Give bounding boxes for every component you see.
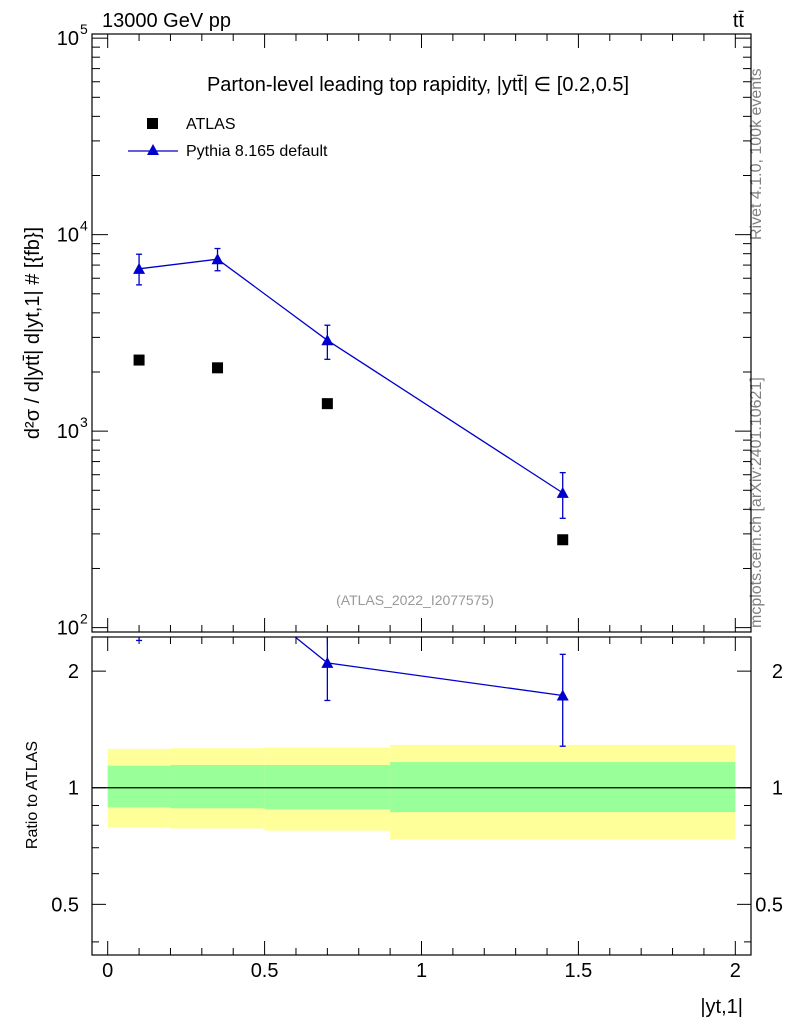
pythia-line	[138, 258, 564, 494]
pythia-point	[556, 486, 569, 498]
legend-atlas-marker	[147, 118, 158, 129]
chart-title: Parton-level leading top rapidity, |ytt̄…	[207, 74, 629, 96]
band-inner-bin-3	[390, 762, 736, 813]
band-inner-bin-2	[264, 764, 391, 810]
y-tick-label: 10	[57, 618, 79, 640]
energy-label: 13000 GeV pp	[102, 10, 231, 32]
rivet-label: Rivet 4.1.0, 100k events	[748, 68, 765, 240]
ratio-data	[133, 569, 569, 747]
ratio-point	[133, 603, 145, 614]
analysis-watermark: (ATLAS_2022_I2077575)	[336, 592, 494, 608]
ratio-bands	[92, 744, 751, 840]
axis-ticks	[92, 34, 751, 955]
y-tick-label: 10	[57, 421, 79, 443]
ratio-tick-label-right: 0.5	[755, 894, 783, 916]
main-data	[133, 247, 569, 546]
x-tick-label: 1.5	[564, 960, 592, 982]
x-tick-label: 2	[730, 960, 741, 982]
band-inner-bin-0	[107, 765, 171, 808]
y-tick-label: 10	[57, 225, 79, 247]
legend: ATLAS Pythia 8.165 default	[128, 116, 328, 160]
y-tick-label: 10	[57, 28, 79, 50]
ratio-tick-label: 2	[68, 661, 79, 683]
legend-atlas-label: ATLAS	[186, 116, 236, 133]
pythia-point	[211, 253, 224, 265]
x-tick-label: 1	[416, 960, 427, 982]
ratio-point	[212, 569, 224, 580]
y-tick-exponent: 2	[80, 611, 88, 627]
ratio-line	[294, 637, 563, 697]
y-tick-exponent: 4	[80, 218, 88, 234]
pythia-point	[321, 334, 334, 346]
ratio-tick-label: 1	[68, 778, 79, 800]
x-tick-label: 0.5	[251, 960, 279, 982]
ratio-point	[556, 689, 569, 701]
process-label: tt̄	[733, 10, 745, 32]
band-inner-bin-1	[170, 764, 265, 809]
y-tick-exponent: 3	[80, 414, 88, 430]
y-tick-exponent: 5	[80, 21, 88, 37]
x-tick-label: 0	[102, 960, 113, 982]
ratio-tick-label-right: 1	[772, 778, 783, 800]
ratio-axis-title: Ratio to ATLAS	[24, 741, 41, 849]
atlas-point	[557, 534, 569, 546]
ratio-tick-label: 0.5	[51, 894, 79, 916]
atlas-point	[133, 354, 145, 366]
legend-pythia-marker	[147, 144, 159, 155]
ratio-tick-label-right: 2	[772, 661, 783, 683]
ratio-point	[321, 656, 334, 668]
legend-pythia-label: Pythia 8.165 default	[186, 143, 328, 160]
mcplots-label: mcplots.cern.ch [arXiv:2401.10621]	[748, 377, 765, 628]
y-axis-title: d²σ / d|ytt̄| d|yt,1| # [{fb}]	[22, 227, 44, 439]
pythia-point	[133, 262, 146, 274]
x-axis-title: |yt,1|	[700, 996, 743, 1018]
atlas-point	[321, 398, 333, 410]
atlas-point	[212, 362, 224, 374]
